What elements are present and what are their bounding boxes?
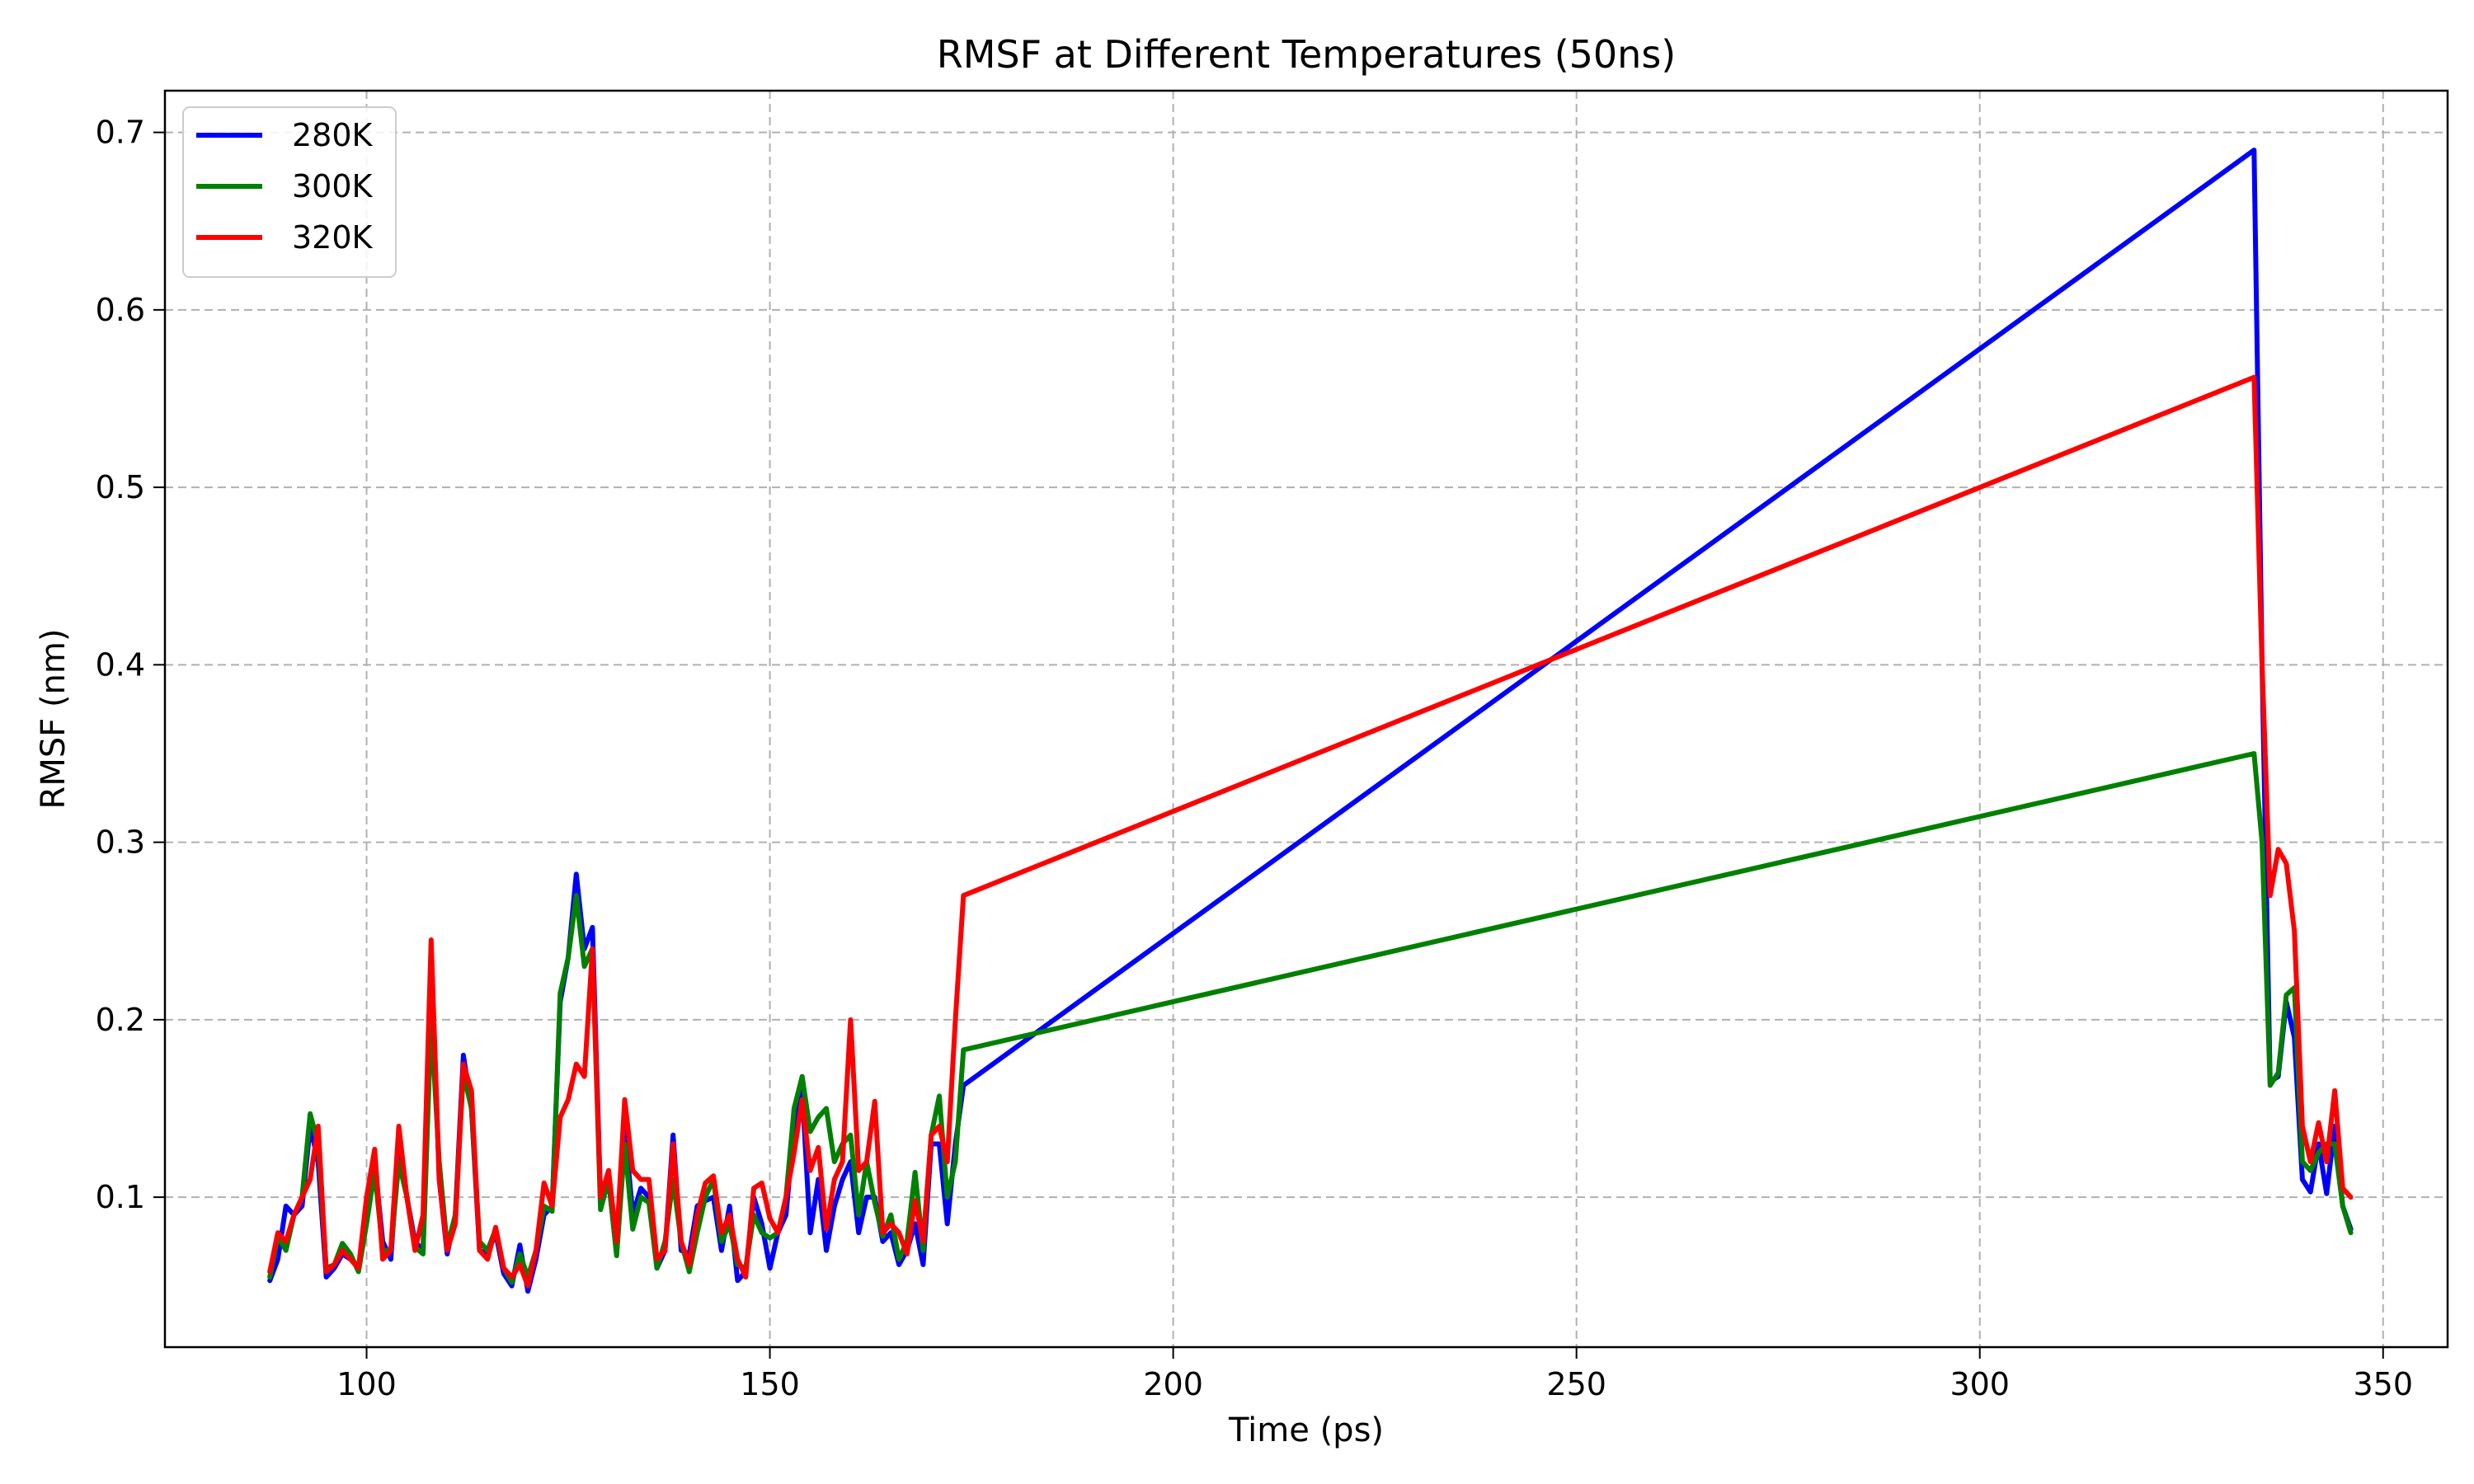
x-tick-label: 300	[1950, 1366, 2010, 1402]
x-tick-label: 250	[1546, 1366, 1606, 1402]
grid-lines	[165, 91, 2448, 1347]
series-lines	[267, 148, 2354, 1294]
x-tick-label: 350	[2353, 1366, 2413, 1402]
chart-title: RMSF at Different Temperatures (50ns)	[937, 32, 1677, 77]
legend-label-300K: 300K	[292, 168, 374, 204]
x-tick-label: 100	[336, 1366, 397, 1402]
y-tick-label: 0.4	[96, 646, 145, 683]
plot-frame	[163, 89, 2449, 1349]
legend-label-320K: 320K	[292, 219, 374, 256]
x-tick-label: 200	[1143, 1366, 1203, 1402]
y-tick-label: 0.7	[96, 115, 145, 151]
y-tick-label: 0.3	[96, 824, 145, 861]
axis-ticks: 100 150 200 250 300 350 0.1 0.2 0.3 0.4 0.5 0.6 0.7	[96, 115, 2413, 1402]
x-tick-label: 150	[740, 1366, 800, 1402]
series-line-320K	[267, 374, 2354, 1289]
y-tick-label: 0.1	[96, 1179, 145, 1215]
y-tick-label: 0.6	[96, 292, 145, 328]
y-tick-label: 0.5	[96, 469, 145, 505]
legend: 280K 300K 320K	[182, 106, 397, 278]
legend-label-280K: 280K	[292, 117, 374, 153]
x-axis-title: Time (ps)	[1228, 1411, 1384, 1449]
y-axis-title: RMSF (nm)	[35, 629, 73, 810]
y-tick-label: 0.2	[96, 1002, 145, 1038]
legend-box	[182, 106, 397, 278]
